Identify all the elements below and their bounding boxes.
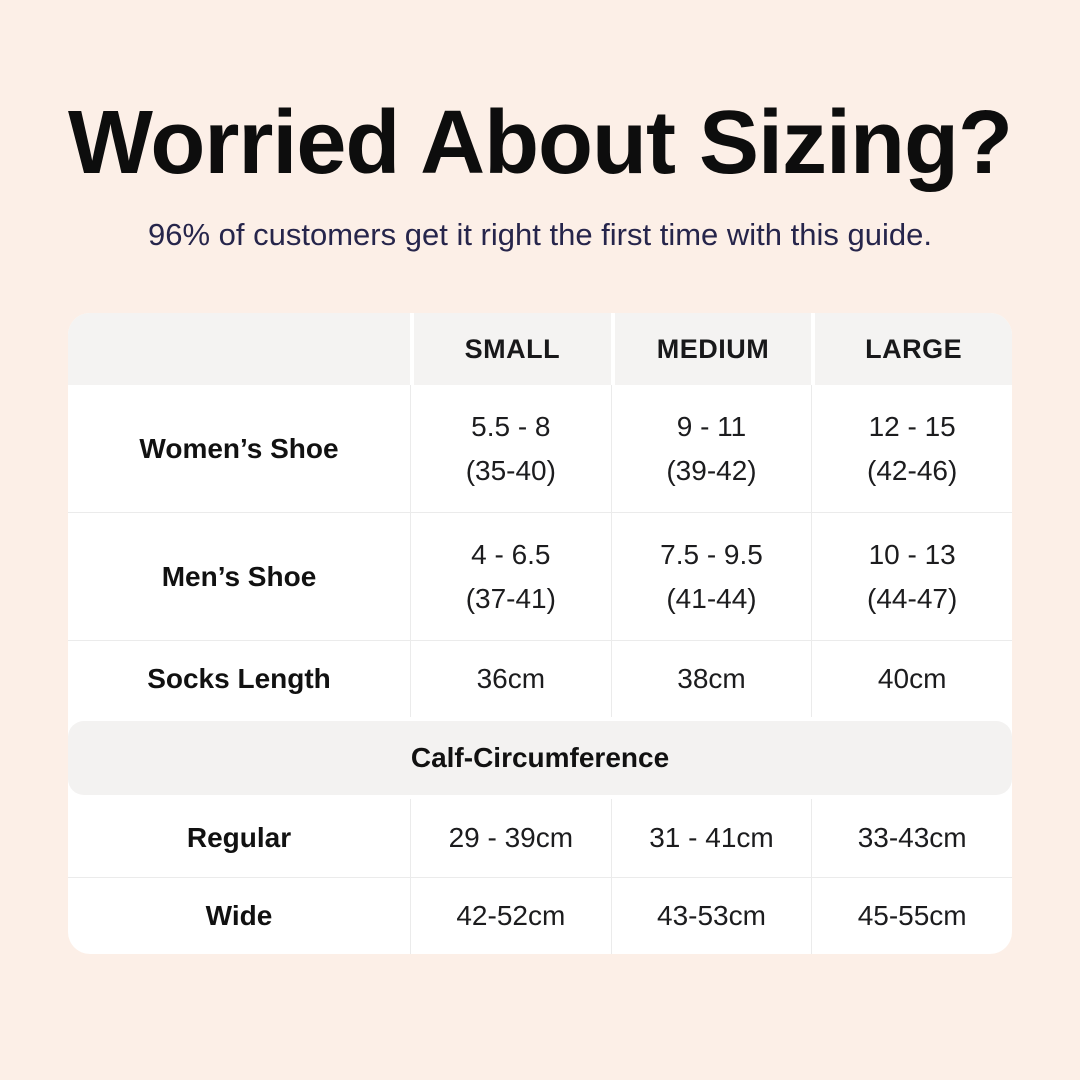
cell-womens-medium: 9 - 11 (39-42) [610, 385, 812, 512]
value-line: (37-41) [465, 582, 556, 614]
page-subtitle: 96% of customers get it right the first … [148, 217, 932, 252]
table-header-row: SMALL MEDIUM LARGE [68, 313, 1012, 385]
calf-circumference-section-header: Calf-Circumference [68, 721, 1012, 795]
row-label: Regular [186, 822, 292, 853]
cell-mens-medium: 7.5 - 9.5 (41-44) [610, 512, 812, 640]
cell-womens-small: 5.5 - 8 (35-40) [410, 385, 611, 512]
cell-wide-large: 45-55cm [811, 877, 1012, 954]
value-line: 12 - 15 [868, 411, 956, 443]
sizing-table: SMALL MEDIUM LARGE Women’s Shoe 5.5 - 8 … [68, 313, 1012, 954]
value-line: 7.5 - 9.5 [660, 539, 763, 571]
value-line: 5.5 - 8 [471, 411, 551, 443]
header-cell-large: LARGE [811, 313, 1012, 385]
cell-wide-small: 42-52cm [410, 877, 611, 954]
value-line: (42-46) [867, 454, 958, 486]
cell-socks-medium: 38cm [610, 640, 812, 717]
value-line: (35-40) [465, 454, 556, 486]
cell-mens-large: 10 - 13 (44-47) [811, 512, 1012, 640]
cell-womens-large: 12 - 15 (42-46) [811, 385, 1012, 512]
row-label: Men’s Shoe [68, 512, 410, 640]
row-label: Wide [68, 877, 410, 954]
table-row-regular: Regular 29 - 39cm 31 - 41cm 33-43cm [68, 799, 1012, 877]
header-cell-medium: MEDIUM [610, 313, 812, 385]
cell-socks-small: 36cm [410, 640, 611, 717]
table-row-socks-length: Socks Length 36cm 38cm 40cm [68, 640, 1012, 717]
cell-regular-large: 33-43cm [811, 799, 1012, 877]
cell-socks-large: 40cm [811, 640, 1012, 717]
cell-regular-small: 29 - 39cm [410, 799, 611, 877]
cell-mens-small: 4 - 6.5 (37-41) [410, 512, 611, 640]
cell-regular-medium: 31 - 41cm [610, 799, 812, 877]
page-title: Worried About Sizing? [68, 93, 1013, 193]
cell-wide-medium: 43-53cm [610, 877, 812, 954]
row-label: Women’s Shoe [139, 432, 339, 464]
value-line: (41-44) [666, 582, 757, 614]
table-row-wide: Wide 42-52cm 43-53cm 45-55cm [68, 877, 1012, 954]
row-label: Socks Length [68, 640, 410, 717]
value-line: 10 - 13 [868, 539, 956, 571]
value-line: (44-47) [867, 582, 958, 614]
value-line: 4 - 6.5 [471, 539, 551, 571]
header-cell-empty [68, 313, 410, 385]
value-line: 9 - 11 [676, 411, 747, 443]
table-row-mens-shoe: Men’s Shoe 4 - 6.5 (37-41) 7.5 - 9.5 (41… [68, 512, 1012, 640]
table-row-womens-shoe: Women’s Shoe 5.5 - 8 (35-40) 9 - 11 (39-… [68, 385, 1012, 512]
header-cell-small: SMALL [410, 313, 611, 385]
value-line: (39-42) [666, 454, 757, 486]
